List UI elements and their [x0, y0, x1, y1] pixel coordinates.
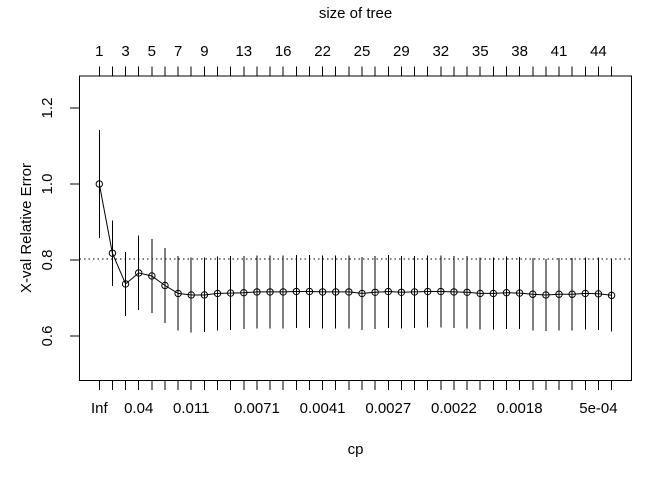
top-axis-label: 32: [432, 43, 449, 60]
plot-area: 0.60.81.01.21 3 5 7 9 13 16 22 25 29 32 35 38 41 44Inf…: [39, 43, 632, 417]
bottom-axis-label: 0.0018: [497, 400, 543, 417]
top-axis-label: 16: [275, 43, 292, 60]
bottom-axis-label: Inf: [91, 400, 109, 417]
x-axis-title: cp: [348, 441, 364, 458]
top-axis-label: 13: [235, 43, 252, 60]
top-axis-title: size of tree: [319, 5, 392, 22]
series-line: [98, 183, 612, 296]
top-axis-label: 5: [148, 43, 156, 60]
top-axis-label: 9: [200, 43, 208, 60]
bottom-axis-label: 0.0071: [234, 400, 280, 417]
top-axis-label: 35: [472, 43, 489, 60]
top-axis-label: 41: [551, 43, 568, 60]
y-axis-tick-label: 1.0: [39, 174, 56, 195]
bottom-axis-label: 5e-04: [579, 400, 617, 417]
top-axis-label: 29: [393, 43, 410, 60]
bottom-axis-label: 0.0027: [365, 400, 411, 417]
top-axis-label: 3: [121, 43, 129, 60]
y-axis-tick-label: 0.6: [39, 326, 56, 347]
top-axis-label: 7: [174, 43, 182, 60]
top-axis-label: 44: [590, 43, 607, 60]
bottom-axis-label: 0.0041: [300, 400, 346, 417]
plot-border: [79, 75, 632, 381]
top-axis-label: 1: [95, 43, 103, 60]
y-axis-title: X-val Relative Error: [18, 163, 35, 293]
top-axis-label: 38: [511, 43, 528, 60]
bottom-axis-label: 0.011: [173, 400, 209, 417]
y-axis-tick-label: 0.8: [39, 250, 56, 271]
bottom-axis-label: 0.04: [124, 400, 153, 417]
y-axis-tick-label: 1.2: [39, 98, 56, 119]
top-axis-label: 22: [314, 43, 331, 60]
top-axis-label: 25: [354, 43, 371, 60]
bottom-axis-label: 0.0022: [431, 400, 477, 417]
